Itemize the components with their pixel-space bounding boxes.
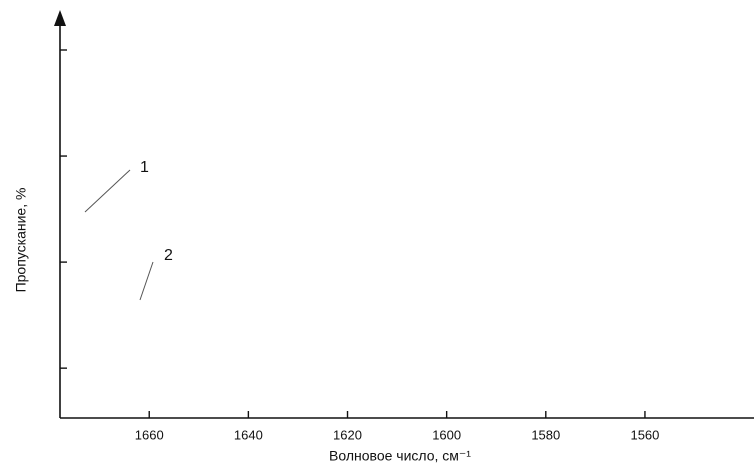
x-tick-label: 1620 — [333, 427, 362, 442]
x-tick-label: 1560 — [630, 427, 659, 442]
series-label: 2 — [164, 247, 173, 264]
y-axis-label: Пропускание, % — [13, 188, 29, 293]
x-tick-label: 1640 — [234, 427, 263, 442]
x-tick-label: 1580 — [531, 427, 560, 442]
x-tick-label: 1660 — [135, 427, 164, 442]
leader-line — [84, 169, 131, 213]
y-axis-arrow — [54, 10, 66, 26]
leader-line — [139, 261, 154, 301]
x-axis-label: Волновое число, см⁻¹ — [329, 448, 471, 464]
x-tick-label: 1600 — [432, 427, 461, 442]
series-label: 1 — [140, 159, 149, 176]
